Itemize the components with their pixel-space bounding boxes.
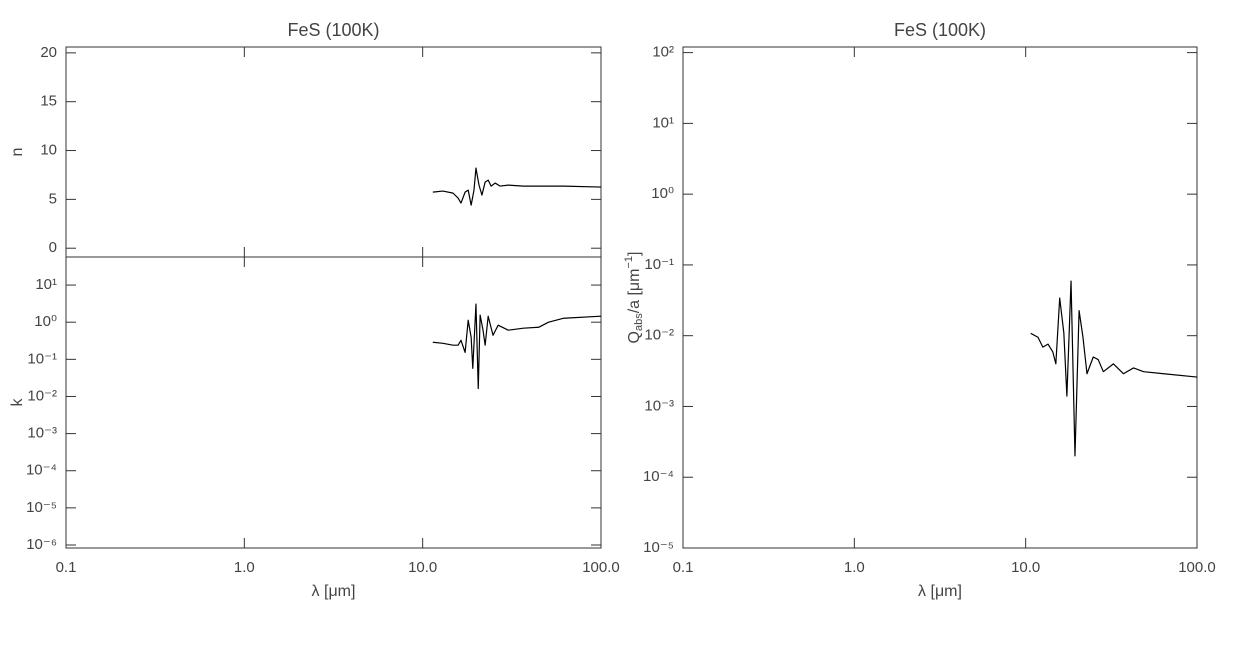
chart-title: FeS (100K) xyxy=(894,20,986,40)
y-tick-label: 10¹ xyxy=(35,276,57,293)
y-tick-label: 10⁻⁴ xyxy=(643,468,674,485)
y-tick-label: 10⁰ xyxy=(34,313,57,330)
data-line xyxy=(432,303,602,390)
y-axis-label-part: /a [μm xyxy=(626,269,643,314)
x-tick-label: 10.0 xyxy=(1011,559,1040,576)
y-axis-label: k xyxy=(9,398,26,407)
y-tick-label: 5 xyxy=(49,190,57,207)
y-tick-label: 10⁻³ xyxy=(644,397,674,414)
x-tick-label: 0.1 xyxy=(673,559,694,576)
y-tick-label: 10⁻³ xyxy=(27,425,57,442)
y-axis-label: n xyxy=(9,148,26,157)
y-tick-label: 10² xyxy=(652,44,674,61)
y-tick-label: 10⁻⁴ xyxy=(26,462,57,479)
x-tick-label: 1.0 xyxy=(844,559,865,576)
y-tick-label: 10⁻¹ xyxy=(644,256,674,273)
y-tick-label: 10⁰ xyxy=(651,185,674,202)
frame xyxy=(682,46,1198,549)
y-tick-label: 20 xyxy=(40,44,57,61)
x-axis-label: λ [μm] xyxy=(918,583,962,600)
data-line xyxy=(1030,280,1198,457)
y-tick-label: 10⁻⁵ xyxy=(643,539,674,556)
chart-title: FeS (100K) xyxy=(287,20,379,40)
x-axis-label: λ [μm] xyxy=(312,583,356,600)
y-axis-label-part: abs xyxy=(633,313,645,331)
x-tick-label: 100.0 xyxy=(582,559,620,576)
y-tick-label: 10⁻¹ xyxy=(27,350,57,367)
y-tick-label: 10⁻² xyxy=(644,327,674,344)
x-tick-label: 10.0 xyxy=(408,559,437,576)
y-tick-label: 10⁻² xyxy=(27,387,57,404)
x-tick-label: 1.0 xyxy=(234,559,255,576)
y-tick-label: 10⁻⁵ xyxy=(26,499,57,516)
y-tick-label: 10⁻⁶ xyxy=(26,536,57,553)
data-line xyxy=(432,167,602,206)
y-tick-label: 15 xyxy=(40,93,57,110)
y-axis-label: Qabs/a [μm−1] xyxy=(623,252,645,344)
y-tick-label: 0 xyxy=(49,239,57,256)
frame xyxy=(65,256,602,549)
frame xyxy=(65,46,602,258)
y-axis-label-part: −1 xyxy=(623,256,635,269)
x-tick-label: 100.0 xyxy=(1178,559,1216,576)
y-axis-label-part: ] xyxy=(626,252,643,256)
x-tick-label: 0.1 xyxy=(56,559,77,576)
y-tick-label: 10 xyxy=(40,142,57,159)
y-axis-label-part: Q xyxy=(626,331,643,343)
y-tick-label: 10¹ xyxy=(652,114,674,131)
